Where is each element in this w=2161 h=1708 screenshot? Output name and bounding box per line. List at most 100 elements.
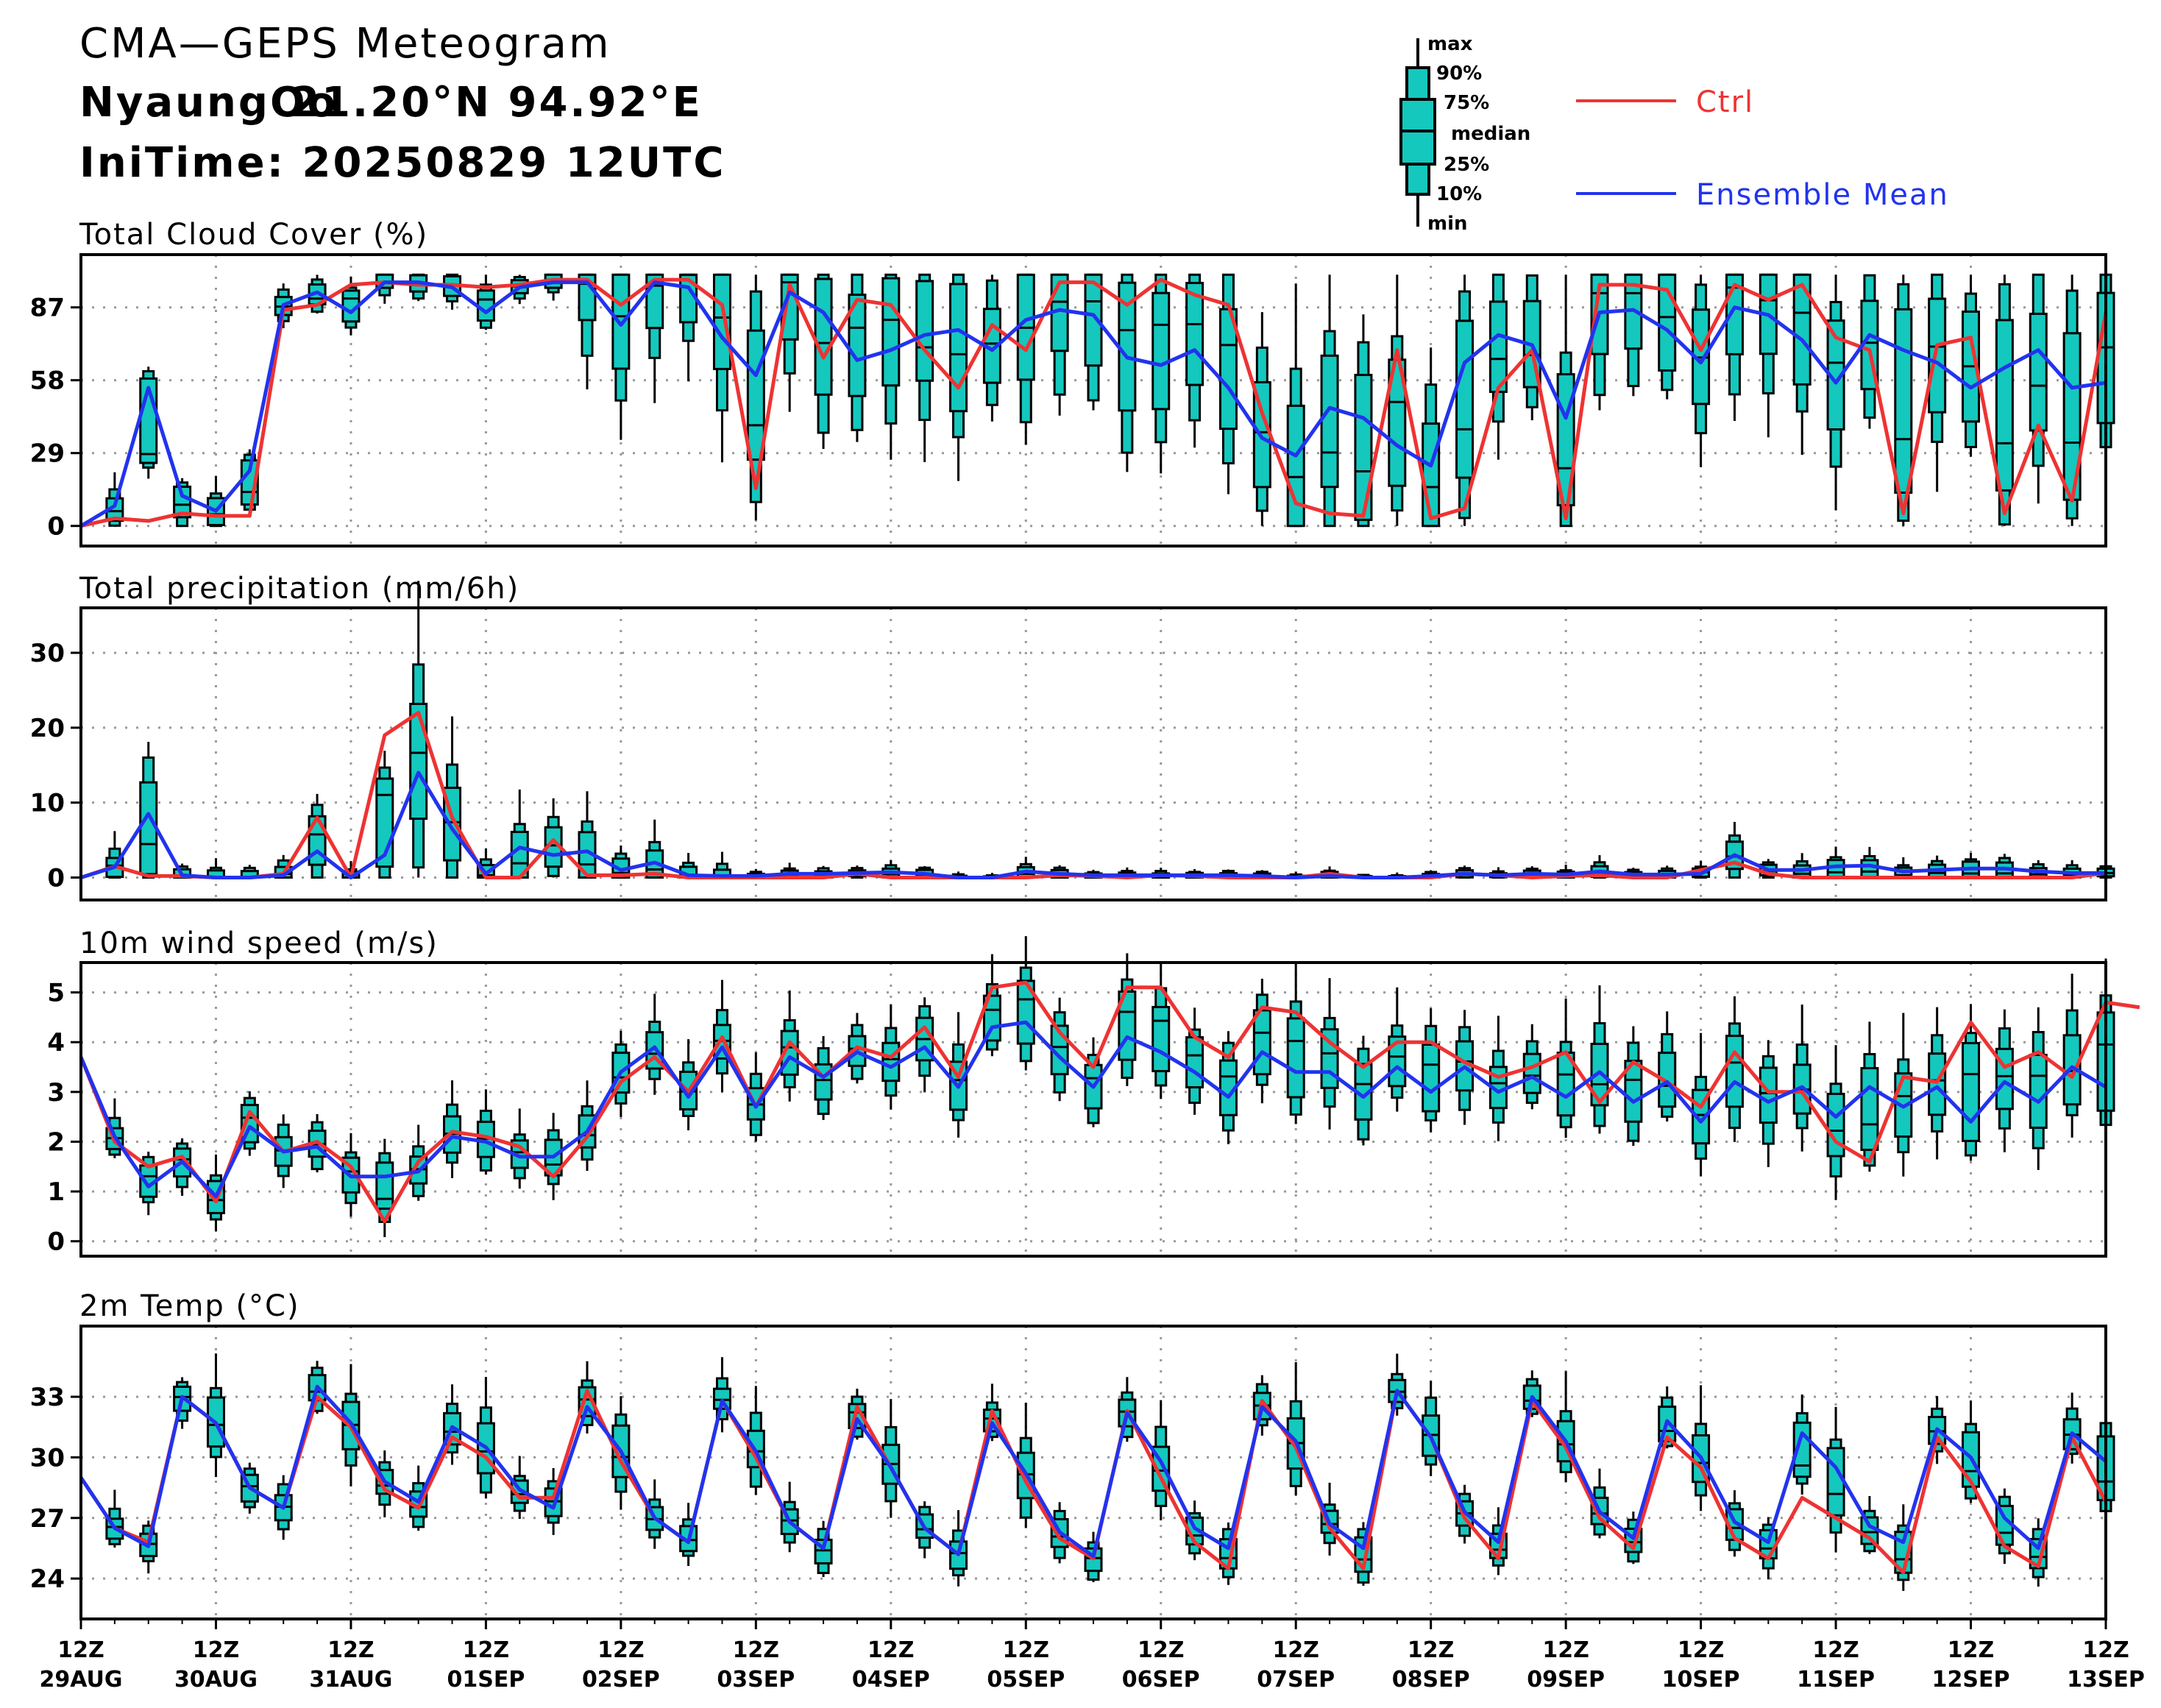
box-plot [1826, 1045, 1845, 1200]
box-plot [1624, 273, 1643, 397]
x-tick-label-hour: 12Z [1003, 1637, 1050, 1663]
box-plot [1422, 1008, 1441, 1133]
box-plot [1286, 1362, 1305, 1496]
box-plot [1792, 853, 1812, 879]
box-inner [1928, 1052, 1947, 1116]
panel-title: Total Cloud Cover (%) [79, 218, 428, 252]
box-plot [645, 819, 664, 879]
box-plot [206, 1353, 225, 1478]
box-inner [1320, 354, 1339, 489]
box-plot [814, 273, 833, 450]
box-plot [1826, 274, 1845, 511]
box-plot [476, 1089, 495, 1175]
y-tick-label: 5 [47, 979, 65, 1008]
box-plot [1894, 274, 1913, 526]
box-plot [2029, 273, 2048, 504]
box-inner [881, 277, 901, 387]
x-tick-label-hour: 12Z [1408, 1637, 1455, 1663]
box-plot [1218, 1031, 1238, 1144]
y-tick-label: 0 [47, 512, 65, 542]
box-inner [1185, 282, 1204, 386]
box-plot [1590, 273, 1609, 411]
box-inner [1860, 859, 1879, 879]
box-plot [915, 273, 934, 462]
box-inner [1286, 1017, 1305, 1099]
x-tick-label-date: 12SEP [1932, 1667, 2010, 1693]
box-inner [1928, 297, 1947, 414]
key-label-median: median [1451, 123, 1530, 145]
x-tick-label-hour: 12Z [1138, 1637, 1185, 1663]
box-plot [1692, 1385, 1711, 1512]
box-plot [308, 793, 327, 879]
panel-title: 10m wind speed (m/s) [79, 926, 439, 960]
panel-title: Total precipitation (mm/6h) [79, 572, 519, 606]
box-inner [1860, 1067, 1879, 1152]
x-tick-label-date: 08SEP [1392, 1667, 1470, 1693]
x-tick-label-date: 29AUG [39, 1667, 122, 1693]
x-tick-label-hour: 12Z [1678, 1637, 1725, 1663]
box-plot [206, 476, 225, 528]
x-tick-label-date: 09SEP [1527, 1667, 1605, 1693]
panel-frame [79, 606, 2107, 901]
box-plot [443, 1080, 462, 1178]
box-plot [2062, 974, 2082, 1138]
x-tick-label-hour: 12Z [1812, 1637, 1859, 1663]
x-axis: 12Z 29AUG 12Z 30AUG 12Z 31AUG 12Z 01SEP 12Z 02SEP… [39, 1619, 2145, 1693]
box-plot [1860, 846, 1879, 879]
box-plot [1488, 273, 1508, 460]
y-tick-label: 0 [47, 863, 65, 893]
box-plot [1084, 273, 1103, 411]
box-inner [1152, 291, 1171, 411]
box-inner [1152, 1005, 1171, 1073]
y-tick-label: 20 [30, 714, 65, 743]
box-plot [949, 273, 968, 481]
box-plot [1252, 312, 1271, 526]
x-tick-label-hour: 12Z [193, 1637, 240, 1663]
ctrl-series-line [80, 277, 2108, 528]
box-plot [712, 273, 731, 463]
box-plot [1016, 857, 1035, 879]
y-tick-label: 2 [47, 1127, 65, 1157]
x-tick-label-hour: 12Z [1542, 1637, 1589, 1663]
box-plot [173, 478, 192, 528]
y-tick-label: 10 [30, 789, 65, 818]
box-plot [915, 997, 934, 1093]
box-inner [1522, 1052, 1541, 1094]
key-label-max: max [1427, 33, 1473, 55]
box-plot [1792, 1004, 1812, 1152]
box-plot [1556, 1371, 1575, 1482]
key-label-25: 25% [1444, 154, 1489, 176]
box-inner [1422, 1043, 1441, 1113]
panel-1: Total Cloud Cover (%) 0 29 58 87 [30, 218, 2115, 548]
box-inner [173, 485, 192, 519]
box-plot [1624, 1026, 1643, 1147]
box-inner [1826, 1447, 1845, 1517]
ensemble-mean-line [79, 1384, 2107, 1559]
panel-frame [79, 253, 2107, 548]
box-plot [1320, 978, 1339, 1130]
box-inner [746, 329, 765, 461]
y-tick-label: 4 [47, 1028, 65, 1057]
x-tick-label-hour: 12Z [1948, 1637, 1995, 1663]
box-inner [814, 277, 833, 396]
y-tick-label: 29 [30, 439, 65, 469]
panel-2: Total precipitation (mm/6h) 0 10 20 30 [30, 572, 2115, 901]
box-inner [611, 273, 631, 370]
header-title: CMA—GEPS Meteogram [79, 20, 611, 68]
box-inner [409, 703, 428, 821]
box-plot [578, 273, 597, 390]
y-tick-label: 0 [47, 1227, 65, 1257]
box-plot [1084, 1037, 1103, 1127]
box-plot [1792, 273, 1812, 456]
box-inner [1488, 300, 1508, 393]
box-plot [476, 274, 495, 330]
box-inner [1354, 374, 1373, 521]
panel-frame [79, 961, 2107, 1258]
box-plot [1928, 855, 1947, 879]
box-inner [1658, 1052, 1677, 1108]
box-inner [1185, 1036, 1204, 1089]
key-label-10: 10% [1436, 183, 1482, 205]
box-plot [1792, 1394, 1812, 1495]
x-tick-label-hour: 12Z [2082, 1637, 2129, 1663]
